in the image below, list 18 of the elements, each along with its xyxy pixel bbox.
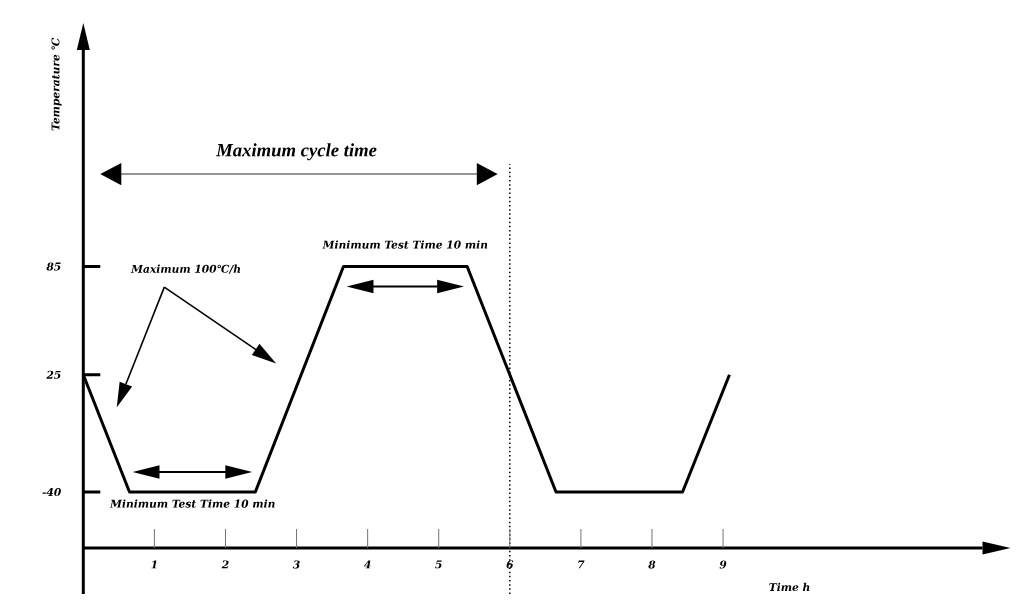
x-tick-label: 8 <box>648 560 656 569</box>
y-tick-label: 85 <box>46 262 61 271</box>
annotation: Maximum 100℃/h <box>130 264 241 274</box>
annotation: Minimum Test Time 10 min <box>322 240 488 249</box>
y-tick-label: 25 <box>46 370 61 379</box>
x-tick-label: 6 <box>506 560 514 569</box>
x-tick-label: 5 <box>435 560 442 569</box>
y-tick-label: -40 <box>42 488 61 497</box>
annotation: Maximum cycle time <box>215 143 377 161</box>
x-tick-label: 3 <box>292 560 300 569</box>
x-axis-title: Time h <box>769 582 810 592</box>
x-tick-label: 4 <box>363 560 371 569</box>
y-axis-title: Temperature ℃ <box>51 37 62 131</box>
x-tick-label: 9 <box>719 560 727 569</box>
x-tick-label: 7 <box>578 560 585 569</box>
annotation: Minimum Test Time 10 min <box>109 499 275 508</box>
x-tick-label: 2 <box>221 560 229 569</box>
x-tick-label: 1 <box>151 560 157 569</box>
